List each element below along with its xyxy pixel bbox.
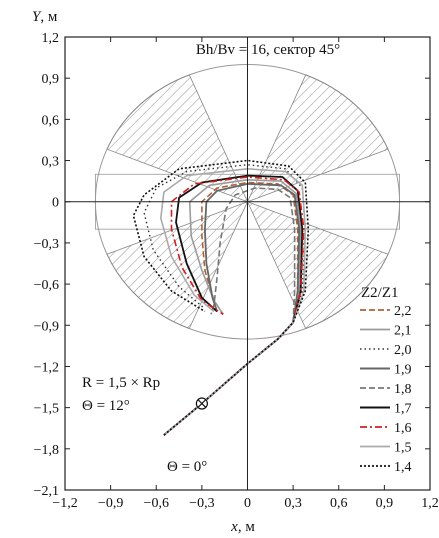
series-line-1-4 [132,159,310,436]
y-tick-label: 1,2 [42,31,60,46]
legend-label: 1,7 [394,402,412,417]
x-tick-label: 1,2 [421,496,439,511]
legend-label: 2,2 [394,304,412,319]
legend-title: Z2/Z1 [361,285,399,301]
x-axis-label: x, м [230,519,255,535]
x-tick-label: −1,2 [52,496,77,511]
y-tick-label: −0,6 [34,278,59,293]
y-tick-label: −0,3 [34,237,59,252]
y-tick-label: −1,8 [34,443,59,458]
x-tick-label: 0,6 [330,496,348,511]
axes: −1,2 −0,9 −0,6 −0,3 0 0,3 0,6 0,9 1,2 1,2 0,9 0,6 0,… [34,31,439,511]
legend-label: 2,0 [394,343,412,358]
hatched-sector-4 [246,201,389,330]
annotation-r-label: R = 1,5 × Rp [82,375,160,391]
x-tick-label: 0 [244,496,251,511]
y-tick-label: 0,3 [42,155,60,170]
y-tick-label: 0,9 [42,72,60,87]
x-tick-label: 0,9 [376,496,394,511]
legend-label: 1,9 [394,363,412,378]
hatched-sector-2 [106,74,249,203]
legend: Z2/Z1 2,2 2,1 2,0 1,9 1,8 1,7 1,6 1,5 1,4 [360,285,412,475]
x-tick-label: −0,6 [144,496,169,511]
y-axis-label: Y, м [32,9,58,25]
chart-title: Bh/Bv = 16, сектор 45° [196,42,340,58]
legend-label: 1,5 [394,441,412,456]
y-tick-label: −0,9 [34,319,59,334]
y-tick-label: −1,5 [34,402,59,417]
x-tick-label: −0,3 [189,496,214,511]
hatched-sector-1 [246,74,389,203]
legend-label: 1,4 [394,460,412,475]
legend-label: 1,8 [394,382,412,397]
y-tick-label: 0 [52,196,59,211]
legend-label: 1,6 [394,421,412,436]
y-tick-label: −1,2 [34,360,59,375]
annotation-theta-label: Θ = 12° [82,398,130,414]
x-tick-label: −0,9 [98,496,123,511]
trajectories [132,159,310,436]
y-tick-label: −2,1 [34,484,59,499]
legend-label: 2,1 [394,324,412,339]
annotation-theta0-label: Θ = 0° [167,459,207,475]
y-tick-label: 0,6 [42,113,60,128]
start-marker-cross-b [197,399,207,408]
x-tick-label: 0,3 [284,496,302,511]
